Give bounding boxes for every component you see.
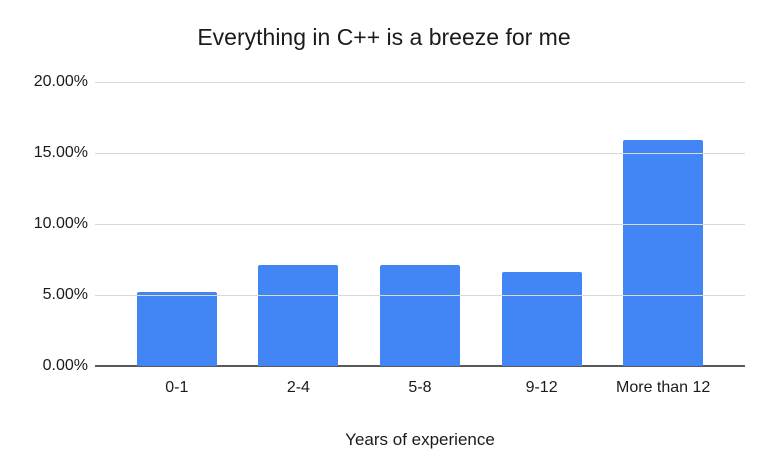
plot-area: [95, 81, 745, 367]
x-axis-line: [95, 365, 745, 367]
gridline: [95, 81, 745, 83]
bar-slot: [602, 82, 724, 366]
bar: [623, 140, 704, 366]
y-tick-label: 15.00%: [33, 144, 88, 161]
bar: [136, 292, 217, 366]
y-tick-label: 5.00%: [42, 286, 88, 303]
bars: [116, 82, 724, 366]
bar: [501, 272, 582, 366]
chart-title: Everything in C++ is a breeze for me: [197, 24, 571, 50]
gridline: [95, 223, 745, 225]
bar: [379, 265, 460, 366]
x-tick-label: 5-8: [408, 379, 432, 396]
x-axis-labels: 0-1 2-4 5-8 9-12 More than 12: [116, 379, 724, 397]
y-axis-labels: 0.00% 5.00% 10.00% 15.00% 20.00%: [0, 73, 88, 374]
y-tick-label: 0.00%: [42, 357, 88, 374]
x-tick-label: 2-4: [286, 379, 310, 396]
x-tick-label: 9-12: [525, 379, 558, 396]
bar-slot: [238, 82, 360, 366]
bar-slot: [116, 82, 238, 366]
bar-slot: [359, 82, 481, 366]
bar: [258, 265, 339, 366]
bar-slot: [481, 82, 603, 366]
x-tick-label: 0-1: [165, 379, 189, 396]
gridline: [95, 294, 745, 296]
y-tick-label: 10.00%: [33, 215, 88, 232]
gridline: [95, 152, 745, 154]
x-axis-title: Years of experience: [345, 430, 495, 449]
y-tick-label: 20.00%: [33, 73, 88, 90]
x-tick-label: More than 12: [616, 379, 711, 396]
